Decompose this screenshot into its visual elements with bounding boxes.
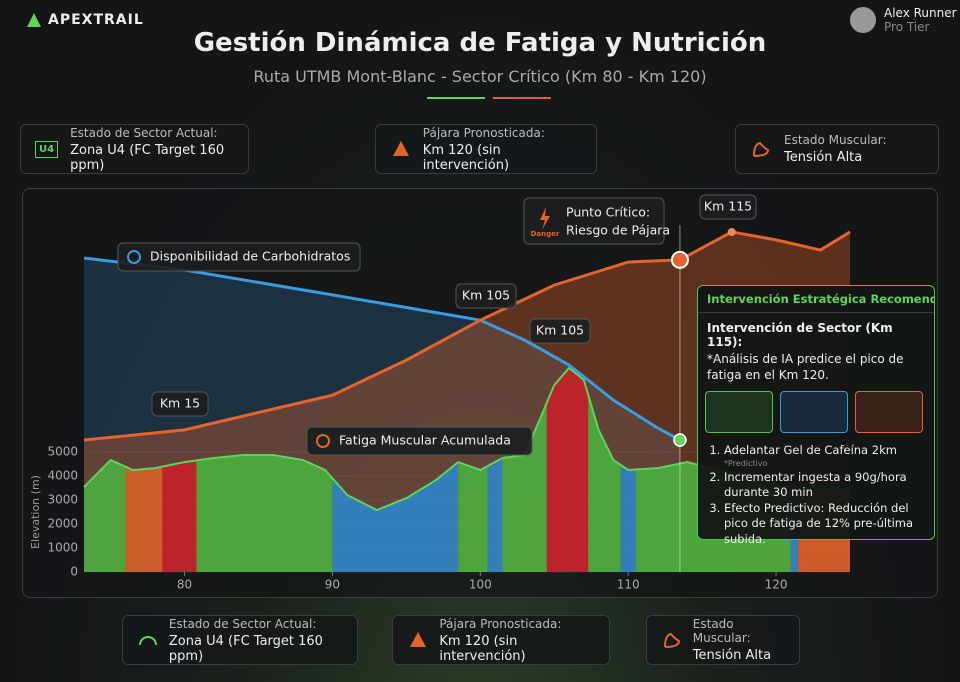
point — [673, 433, 687, 447]
fatigue-button[interactable] — [855, 391, 923, 434]
annotation: Km 105 — [462, 288, 510, 303]
action-icons — [698, 385, 934, 439]
icon — [753, 141, 770, 157]
subtitle: Ruta UTMB Mont-Blanc - Sector Crítico (K… — [253, 67, 707, 86]
x-tick-label: 90 — [325, 578, 340, 592]
annotation-box — [151, 391, 209, 417]
annotation-box — [529, 318, 591, 344]
card-label: Pájara Pronosticada: — [439, 616, 562, 631]
user-name: Alex Runner — [884, 6, 957, 20]
icon — [410, 632, 426, 647]
legend-entry — [306, 426, 533, 456]
x-tick-label: 110 — [617, 578, 640, 592]
step-text: Efecto Predictivo: Reducción del pico de… — [724, 500, 914, 546]
card: Estado Muscular: Tensión Alta — [646, 615, 800, 665]
x-tick-label: 100 — [469, 578, 492, 592]
y-tick-label: 2000 — [47, 517, 78, 531]
panel-heading: Intervención de Sector (Km 115): — [707, 321, 893, 349]
card: U4 Estado de Sector Actual: Zona U4 (FC Ta… — [20, 124, 249, 174]
card-value: Zona U4 (FC Target 160 ppm) — [168, 633, 323, 664]
card-value: Tensión Alta — [784, 150, 863, 165]
caffeine-button[interactable] — [705, 391, 773, 434]
card-label: Estado de Sector Actual: — [168, 616, 317, 631]
accent — [493, 97, 551, 99]
card: Estado Muscular: Tensión Alta — [735, 124, 939, 174]
legend-entry-text: Fatiga Muscular Acumulada — [339, 433, 511, 448]
icon — [664, 632, 681, 648]
y-axis-label: Elevation (m) — [29, 475, 42, 549]
series-line — [83, 230, 851, 442]
annotation: Riesgo de Pájara — [566, 223, 670, 238]
zone — [546, 368, 589, 572]
accent — [427, 97, 485, 99]
x-tick-label: 120 — [765, 578, 788, 592]
annotation: Km 15 — [160, 396, 200, 411]
annotation: Punto Crítico: — [566, 205, 650, 220]
series-line — [83, 256, 681, 442]
user[interactable]: Alex Runner Pro Tier — [850, 6, 957, 34]
y-tick-label: 0 — [70, 565, 78, 579]
y-tick-label: 5000 — [47, 445, 78, 459]
step: Adelantar Gel de Cafeína 2km*Predictivo — [724, 443, 928, 469]
title: Gestión Dinámica de Fatiga y Nutrición — [193, 28, 767, 58]
step-note: *Predictivo — [724, 458, 768, 468]
legend-entry-text: Disponibilidad de Carbohidratos — [150, 249, 350, 264]
peak-point — [727, 227, 736, 236]
y-tick-label: 3000 — [47, 493, 78, 507]
annotation: Km 105 — [536, 323, 584, 338]
card-value: Km 120 (sin intervención) — [439, 633, 526, 664]
danger-tag: Danger — [531, 230, 560, 238]
legend-entry — [117, 242, 361, 272]
card: Pájara Pronosticada: Km 120 (sin interven… — [375, 124, 597, 174]
carb-button[interactable] — [780, 391, 848, 434]
y-tick-label: 4000 — [47, 469, 78, 483]
panel-body: *Análisis de IA predice el pico de fatig… — [707, 352, 904, 383]
danger-icon — [540, 207, 550, 230]
legend-entry-icon — [316, 434, 330, 448]
step: Efecto Predictivo: Reducción del pico de… — [724, 501, 928, 548]
card-value: Zona U4 (FC Target 160 ppm) — [70, 142, 225, 173]
annotation: Km 115 — [704, 199, 752, 214]
brand-name: APEXTRAIL — [48, 12, 144, 28]
annotation-box — [699, 194, 757, 220]
x-tick-label: 80 — [177, 578, 192, 592]
annotation-box — [455, 283, 517, 309]
card-label: Estado Muscular: — [692, 617, 751, 645]
card: Estado de Sector Actual: Zona U4 (FC Targ… — [122, 615, 358, 665]
critical-box — [523, 197, 665, 245]
elevation-line — [83, 366, 850, 512]
step-text: Adelantar Gel de Cafeína 2km — [724, 443, 897, 458]
card-label: Estado Muscular: — [784, 133, 887, 147]
icon — [393, 141, 409, 156]
badge: U4 — [35, 140, 59, 158]
step: Incrementar ingesta a 90g/hora durante 3… — [724, 470, 928, 501]
card-label: Estado de Sector Actual: — [70, 125, 218, 140]
steps: Adelantar Gel de Cafeína 2km*Predictivo … — [698, 443, 934, 547]
logo — [27, 13, 41, 27]
brand: APEXTRAIL — [26, 12, 144, 28]
icon — [139, 636, 157, 646]
legend-entry-icon — [127, 250, 141, 264]
card-value: Tensión Alta — [692, 648, 772, 663]
step-text: Incrementar ingesta a 90g/hora durante 3… — [724, 469, 907, 500]
critical-point — [670, 250, 689, 269]
user-tier: Pro Tier — [884, 20, 930, 34]
avatar — [850, 7, 876, 33]
panel-title: Intervención Estratégica Recomendada — [698, 286, 934, 313]
card: Pájara Pronosticada: Km 120 (sin interven… — [392, 615, 610, 665]
intervention-panel: Intervención Estratégica Recomendada Int… — [697, 285, 935, 546]
card-label: Pájara Pronosticada: — [422, 125, 545, 140]
card-value: Km 120 (sin intervención) — [422, 142, 510, 173]
y-tick-label: 1000 — [47, 541, 78, 555]
